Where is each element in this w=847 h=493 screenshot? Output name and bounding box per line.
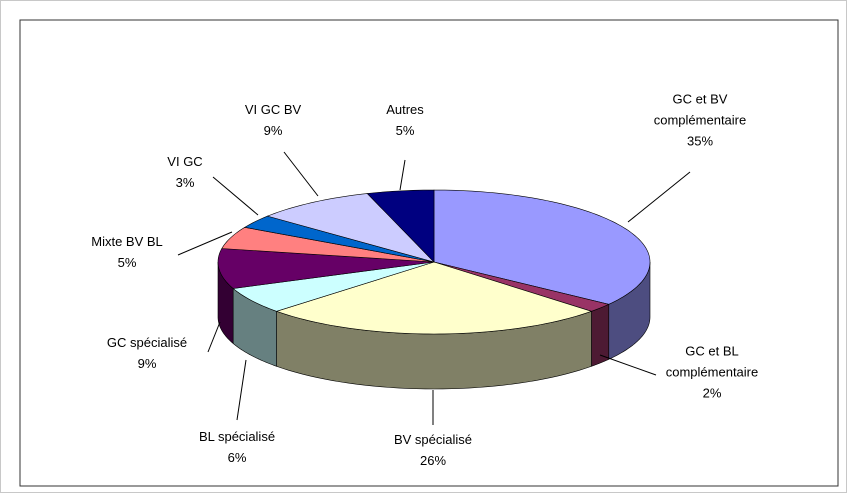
value-label: 5%: [117, 255, 137, 270]
category-label: GC spécialisé: [106, 335, 188, 350]
slice-label: GC et BL complémentaire 2%: [647, 341, 777, 404]
slice-label: GC spécialisé 9%: [82, 332, 212, 374]
slice: [243, 215, 435, 263]
leader-line: [399, 159, 406, 191]
slice-label: VI GC BV 9%: [228, 99, 318, 141]
slice-label: BV spécialisé 26%: [368, 429, 498, 471]
leader-line: [236, 359, 247, 421]
leader-line: [599, 354, 657, 376]
slice-label: VI GC 3%: [145, 151, 225, 193]
category-label: Autres: [386, 102, 424, 117]
value-label: 35%: [686, 133, 714, 149]
slice-label: GC et BV complémentaire 35%: [635, 89, 765, 152]
category-label: GC et BL complémentaire: [665, 343, 759, 380]
value-label: 5%: [395, 123, 415, 138]
slice: [366, 189, 435, 263]
value-label: 2%: [702, 385, 722, 401]
category-label: GC et BV complémentaire: [653, 91, 747, 128]
category-label: BL spécialisé: [198, 429, 276, 444]
slice: [433, 261, 610, 312]
leader-line: [177, 231, 233, 256]
value-label: 26%: [419, 453, 447, 468]
category-label: BV spécialisé: [393, 432, 473, 447]
leader-line: [212, 176, 259, 216]
slice: [433, 189, 651, 305]
value-label: 9%: [137, 356, 157, 371]
category-label: Mixte BV BL: [91, 234, 163, 249]
slice: [266, 193, 435, 263]
value-label: 6%: [227, 450, 247, 465]
leader-line: [207, 321, 221, 353]
leader-line: [283, 151, 319, 197]
slice: [232, 261, 435, 312]
slice: [221, 226, 435, 263]
category-label: VI GC: [167, 154, 203, 169]
slice: [217, 248, 435, 289]
category-label: VI GC BV: [244, 102, 302, 117]
value-label: 9%: [263, 123, 283, 138]
leader-line: [627, 171, 691, 223]
slice-label: BL spécialisé 6%: [177, 426, 297, 468]
plot-border: [19, 19, 839, 487]
value-label: 3%: [175, 175, 195, 190]
slice: [275, 261, 593, 335]
slice-label: Autres 5%: [360, 99, 450, 141]
slice-label: Mixte BV BL 5%: [62, 231, 192, 273]
